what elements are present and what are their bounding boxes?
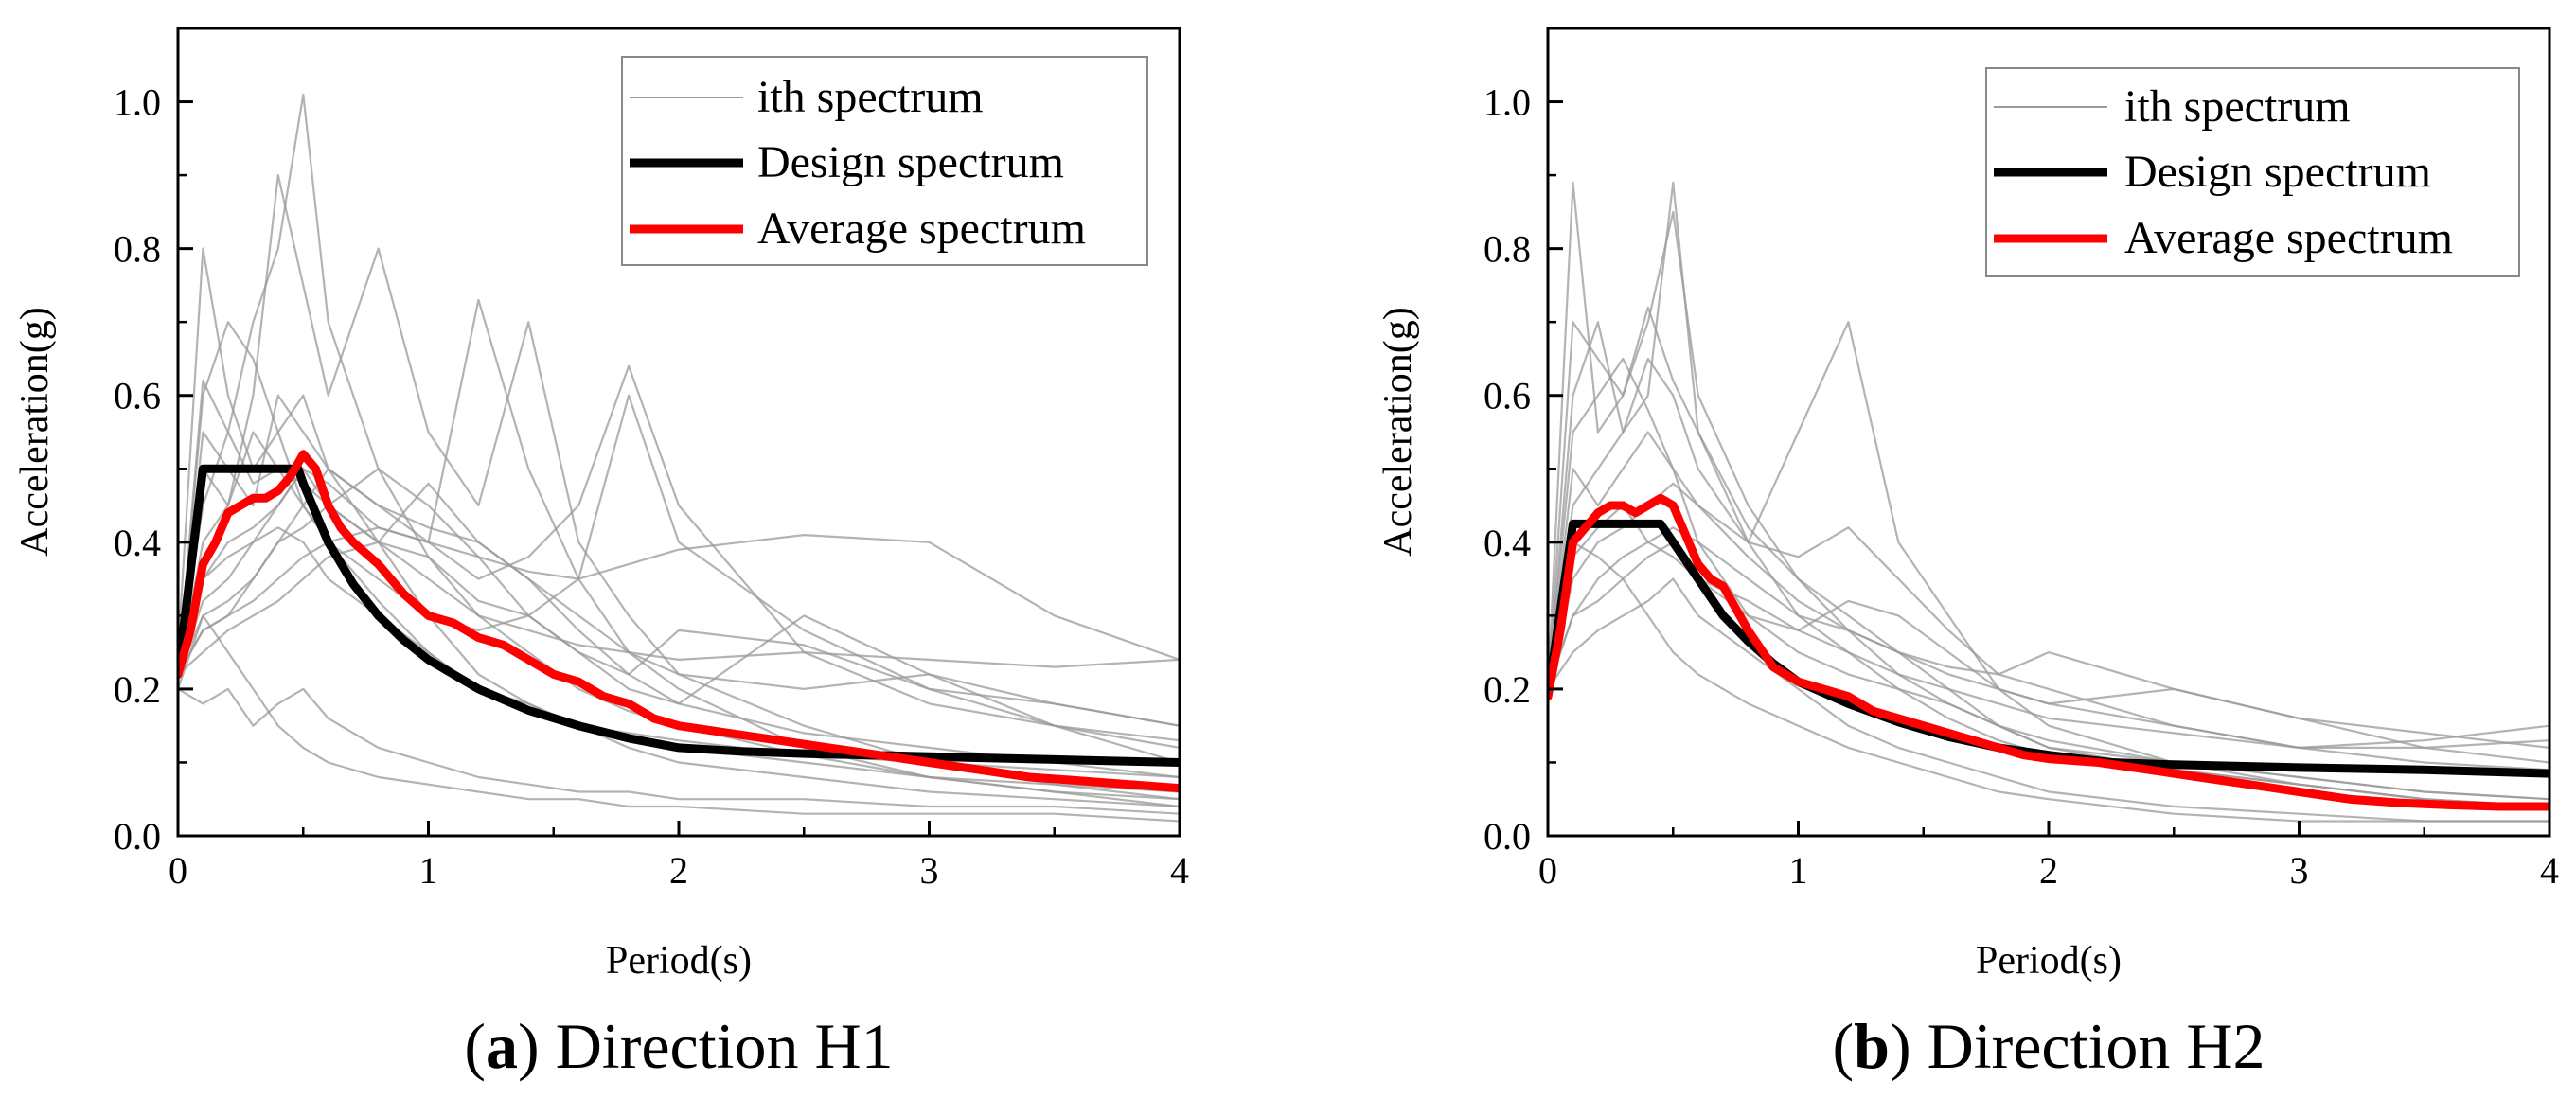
ith-spectrum-line [178, 614, 1180, 823]
panel-caption-letter: a [486, 1010, 518, 1082]
ticks-layer-h1: 0 1 2 3 4 0.0 0.2 0.4 0.6 0.8 1.0 [114, 81, 1189, 892]
y-tick-label: 0.4 [114, 522, 161, 564]
x-tick-label: 0 [169, 849, 187, 892]
y-tick-label: 0.0 [114, 815, 161, 858]
x-tick-label: 4 [1170, 849, 1189, 892]
legend-label-ith: ith spectrum [2124, 81, 2351, 132]
ith-spectrum-line [178, 687, 1180, 815]
x-tick-label: 1 [419, 849, 438, 892]
ith-spectrum-line [178, 468, 1180, 727]
ith-spectrum-line [1548, 541, 2549, 823]
average-spectrum-line [1548, 493, 2549, 811]
ith-spectrum-line [178, 364, 1180, 742]
legend: ith spectrum Design spectrum Average spe… [621, 56, 1148, 266]
design-spectrum-line [1548, 519, 2549, 778]
legend-label-average: Average spectrum [2124, 213, 2453, 263]
y-tick-label: 0.8 [1483, 228, 1531, 271]
x-tick-label: 1 [1789, 849, 1808, 892]
x-tick-label: 3 [920, 849, 939, 892]
legend-label-design: Design spectrum [2124, 147, 2431, 197]
chart-panel-h1: 0 1 2 3 40.00.20.40.60.81.0 Acceleration(g) … [13, 27, 1189, 1082]
ith-spectrum-line [178, 526, 1180, 675]
ith-spectrum-line [178, 394, 1180, 727]
ith-spectrum-line [178, 541, 1180, 676]
ith-spectrum-line [178, 93, 1180, 801]
legend: ith spectrum Design spectrum Average spe… [1985, 67, 2520, 277]
legend-label-average: Average spectrum [757, 204, 1086, 254]
y-tick-label: 0.2 [114, 668, 161, 711]
ith-spectrum-line [1548, 431, 2549, 749]
x-axis-title: Period(s) [1976, 939, 2122, 983]
ith-spectrum-line [1548, 577, 2549, 823]
x-tick-label: 2 [669, 849, 688, 892]
y-tick-label: 0.6 [114, 375, 161, 417]
ith-spectrum-line [1548, 526, 2549, 749]
ith-spectrum-line [1548, 306, 2549, 808]
series-layer-h2 [1548, 181, 2549, 823]
x-tick-label: 4 [2540, 849, 2559, 892]
ith-spectrum-line [178, 431, 1180, 764]
panel-caption: (b) Direction H2 [1832, 1010, 2265, 1082]
panel-caption-letter: b [1854, 1010, 1890, 1082]
y-axis-title: Acceleration(g) [1377, 307, 1420, 557]
ith-spectrum-line [1548, 541, 2549, 764]
y-axis-title: Acceleration(g) [13, 307, 57, 557]
x-axis-title: Period(s) [606, 939, 752, 983]
ith-spectrum-line [178, 526, 1180, 779]
panel-caption-text: Direction H1 [556, 1010, 894, 1082]
y-tick-label: 0.2 [1483, 668, 1531, 711]
ticks-layer-h2: 0 1 2 3 4 0.0 0.2 0.4 0.6 0.8 1.0 [1483, 81, 2559, 892]
x-tick-label: 3 [2290, 849, 2309, 892]
y-tick-label: 0.0 [1483, 815, 1531, 858]
y-tick-label: 0.8 [114, 228, 161, 271]
ith-spectrum-line [178, 394, 1180, 793]
ith-spectrum-line [178, 174, 1180, 801]
y-tick-label: 1.0 [114, 81, 161, 124]
series-layer-h1 [178, 93, 1180, 823]
x-tick-label: 0 [1538, 849, 1557, 892]
legend-label-design: Design spectrum [757, 137, 1064, 187]
ith-spectrum-line [178, 468, 1180, 779]
design-spectrum-line [178, 464, 1180, 767]
x-tick-label: 2 [2039, 849, 2058, 892]
panel-caption-text: Direction H2 [1928, 1010, 2265, 1082]
average-spectrum-line [178, 450, 1180, 793]
y-tick-label: 0.6 [1483, 375, 1531, 417]
chart-panel-h2: 0 1 2 3 40.00.20.40.60.81.0 Acceleration(g) … [1377, 27, 2559, 1082]
panel-caption: (a) Direction H1 [464, 1010, 893, 1082]
y-tick-label: 0.4 [1483, 522, 1531, 564]
legend-label-ith: ith spectrum [757, 72, 984, 122]
y-tick-label: 1.0 [1483, 81, 1531, 124]
